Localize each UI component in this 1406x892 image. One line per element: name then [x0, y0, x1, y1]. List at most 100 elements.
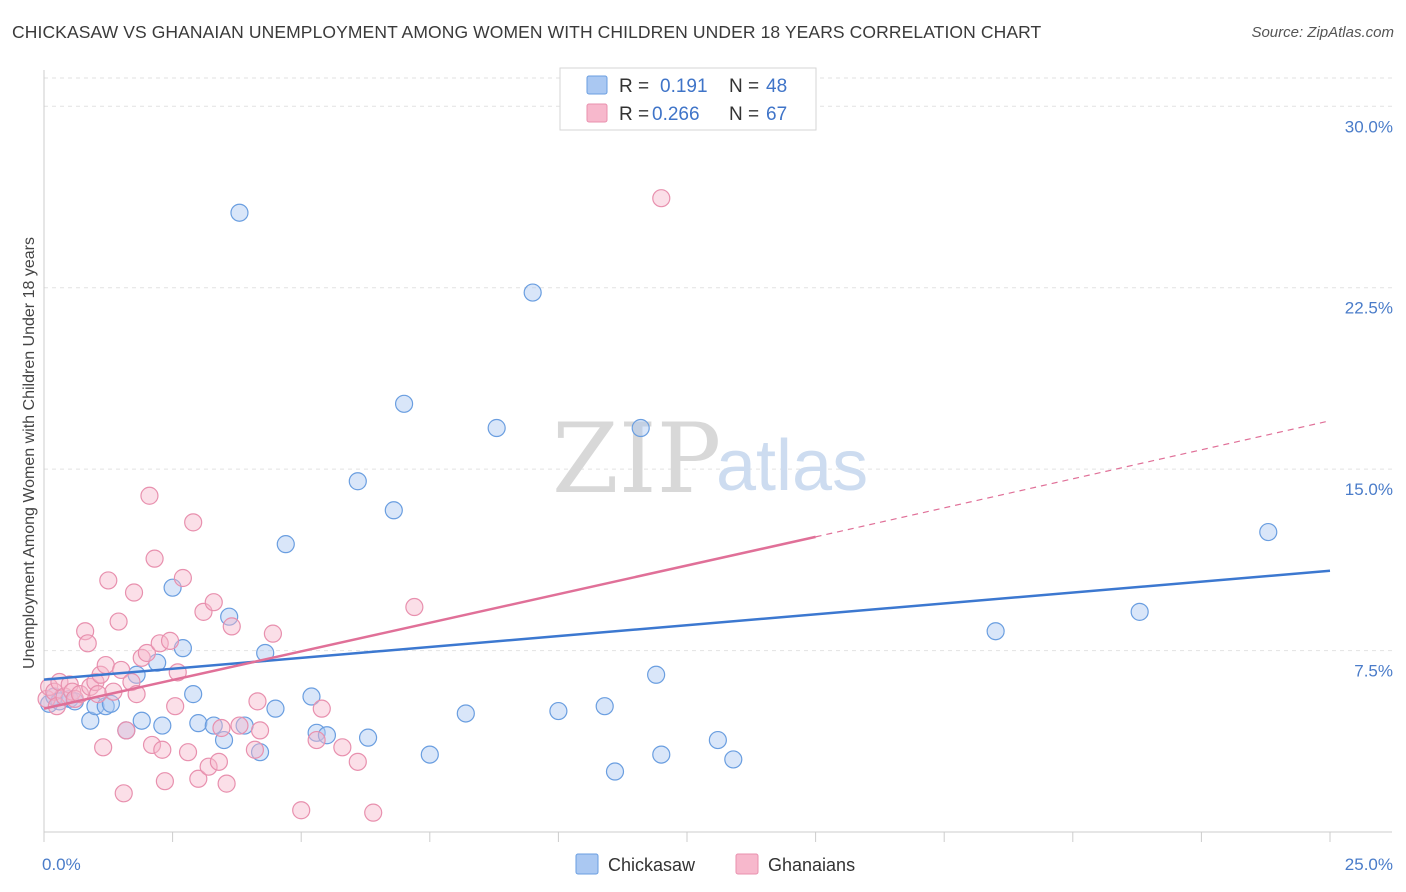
legend-r-value-chickasaw: 0.191 [660, 76, 708, 97]
chickasaw-point [605, 762, 625, 781]
legend-swatch-ghanaian [586, 103, 608, 123]
y-axis-label: Unemployment Among Women with Children U… [21, 237, 38, 669]
chickasaw-point [1259, 522, 1278, 542]
chickasaw-point [276, 535, 295, 554]
ghanaian-point [292, 801, 311, 820]
legend-n-label-chickasaw: N = [729, 76, 759, 97]
trend-lines [43, 420, 1331, 710]
ghanaian-point [145, 549, 164, 568]
source-label: Source: ZipAtlas.com [1251, 24, 1394, 41]
ghanaian-point [142, 735, 162, 755]
chickasaw-point [189, 714, 208, 733]
axes [43, 70, 1392, 842]
ghanaian-point [94, 738, 113, 757]
chickasaw-point [487, 418, 506, 438]
chickasaw-points [40, 203, 1278, 781]
watermark-atlas: atlas [716, 426, 868, 506]
bottom-legend-swatch-chickasaw [575, 853, 599, 875]
grid-lines [44, 77, 1392, 652]
ghanaian-point [250, 721, 270, 740]
bottom-legend-label-ghanaian: Ghanaians [768, 855, 855, 875]
ghanaian-point [140, 486, 159, 505]
ghanaian-trend-extension [815, 420, 1331, 538]
ghanaian-point [348, 752, 367, 771]
ghanaian-point [312, 699, 331, 718]
ghanaian-point [230, 716, 249, 735]
ghanaian-point [124, 583, 144, 602]
y-tick-label: 30.0% [1345, 117, 1393, 136]
ghanaian-trend-line [43, 535, 816, 710]
chickasaw-point [631, 418, 650, 438]
tick-labels: 7.5% 15.0% 22.5% 30.0% 0.0% 25.0% [42, 117, 1393, 874]
ghanaian-point [212, 718, 231, 738]
ghanaian-point [109, 612, 128, 631]
y-tick-label: 7.5% [1354, 662, 1393, 681]
ghanaian-point [96, 655, 115, 675]
legend-r-label-ghanaian: R = [619, 104, 649, 125]
chickasaw-point [595, 697, 614, 716]
legend-r-label-chickasaw: R = [619, 76, 649, 97]
chickasaw-point [230, 203, 249, 222]
chickasaw-point [358, 728, 378, 747]
ghanaian-point [307, 730, 326, 750]
ghanaian-point [189, 769, 208, 788]
ghanaian-point [153, 740, 172, 759]
chickasaw-point [266, 699, 285, 718]
ghanaian-point [45, 682, 64, 701]
x-tick-label: 0.0% [42, 855, 81, 874]
ghanaian-point [178, 743, 198, 762]
ghanaian-point [122, 672, 141, 692]
ghanaian-point [333, 738, 352, 757]
ghanaian-point [652, 189, 671, 208]
ghanaian-point [114, 784, 133, 803]
chickasaw-point [456, 704, 475, 723]
y-tick-label: 22.5% [1345, 299, 1393, 318]
chickasaw-point [394, 394, 414, 413]
ghanaian-point [204, 593, 223, 612]
legend-r-value-ghanaian: 0.266 [652, 104, 700, 125]
ghanaian-point [405, 597, 424, 617]
chickasaw-point [647, 665, 666, 684]
chickasaw-point [549, 701, 568, 721]
legend-n-label-ghanaian: N = [729, 104, 759, 125]
chickasaw-point [348, 472, 367, 491]
chickasaw-point [523, 283, 542, 302]
chickasaw-point [184, 685, 203, 704]
legend-n-value-chickasaw: 48 [766, 76, 787, 97]
chickasaw-point [153, 716, 172, 735]
legend-swatch-chickasaw [586, 75, 608, 95]
chickasaw-point [1130, 602, 1149, 621]
chickasaw-point [652, 745, 671, 764]
watermark-zip: ZIP [552, 403, 721, 515]
ghanaian-point [263, 624, 283, 643]
bottom-legend-swatch-ghanaian [735, 853, 759, 875]
y-tick-label: 15.0% [1345, 480, 1393, 499]
ghanaian-point [222, 617, 241, 636]
chickasaw-point [708, 730, 727, 750]
ghanaian-point [173, 568, 192, 588]
ghanaian-point [184, 513, 203, 532]
ghanaian-point [166, 697, 185, 716]
ghanaian-point [132, 648, 151, 667]
bottom-legend: Chickasaw Ghanaians [575, 853, 855, 875]
ghanaian-point [81, 677, 100, 696]
ghanaian-point [70, 685, 90, 704]
ghanaian-point [364, 803, 383, 822]
ghanaian-point [160, 631, 180, 650]
watermark: ZIP atlas [552, 403, 868, 515]
ghanaian-point [245, 740, 265, 759]
chickasaw-point [384, 501, 403, 520]
chickasaw-point [302, 687, 321, 706]
ghanaian-point [137, 643, 156, 663]
ghanaian-point [117, 721, 136, 740]
ghanaian-point [155, 772, 174, 791]
chickasaw-point [132, 711, 151, 730]
chickasaw-point [724, 750, 743, 769]
chickasaw-point [317, 726, 337, 745]
ghanaian-point [248, 692, 267, 711]
ghanaian-point [78, 634, 97, 653]
ghanaian-point [99, 571, 118, 590]
chart-title: CHICKASAW VS GHANAIAN UNEMPLOYMENT AMONG… [12, 22, 1042, 42]
bottom-legend-label-chickasaw: Chickasaw [608, 855, 696, 875]
